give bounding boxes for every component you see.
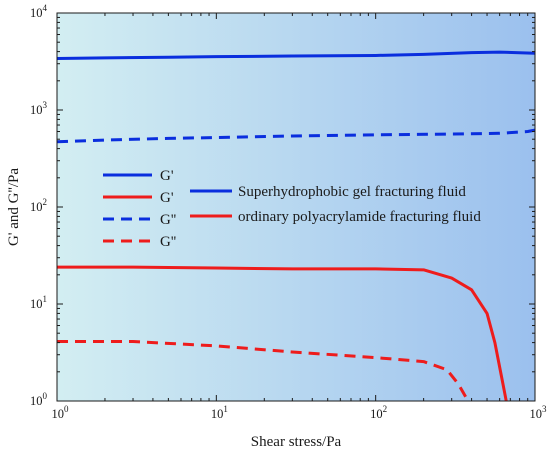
y-tick-label: 101: [30, 294, 47, 311]
y-tick-label: 100: [30, 391, 48, 408]
x-tick-label: 100: [52, 404, 70, 421]
legend-entry-0-label: G': [160, 168, 174, 184]
plot-frame: [56, 12, 536, 402]
tick-label-layer: 100 101 102 103 100 101 102 103 104: [30, 3, 547, 421]
x-axis-title: Shear stress/Pa: [251, 434, 342, 450]
legend-fluid-0-label: Superhydrophobic gel fracturing fluid: [238, 184, 466, 200]
legend-entry-3-label: G'': [160, 234, 177, 250]
y-tick-label: 104: [30, 3, 48, 20]
plot-background: [57, 13, 535, 401]
legend-entry-2-label: G'': [160, 212, 177, 228]
series-line-2: [57, 265, 508, 402]
series-layer: [56, 50, 536, 402]
y-tick-label: 102: [30, 197, 47, 214]
series-line-0: [56, 50, 536, 60]
x-tick-label: 103: [530, 404, 548, 421]
series-line-3: [57, 340, 470, 402]
y-axis-title: G' and G''/Pa: [6, 168, 22, 246]
x-tick-label: 101: [211, 404, 228, 421]
series-line-1: [56, 128, 536, 144]
legend-fluid-1-label: ordinary polyacrylamide fracturing fluid: [238, 209, 481, 225]
x-tick-label: 102: [370, 404, 387, 421]
legend: G' G' G'' G'' Superhydrophobic gel fracturin…: [103, 168, 481, 250]
y-tick-label: 103: [30, 100, 48, 117]
legend-entry-1-label: G': [160, 190, 174, 206]
